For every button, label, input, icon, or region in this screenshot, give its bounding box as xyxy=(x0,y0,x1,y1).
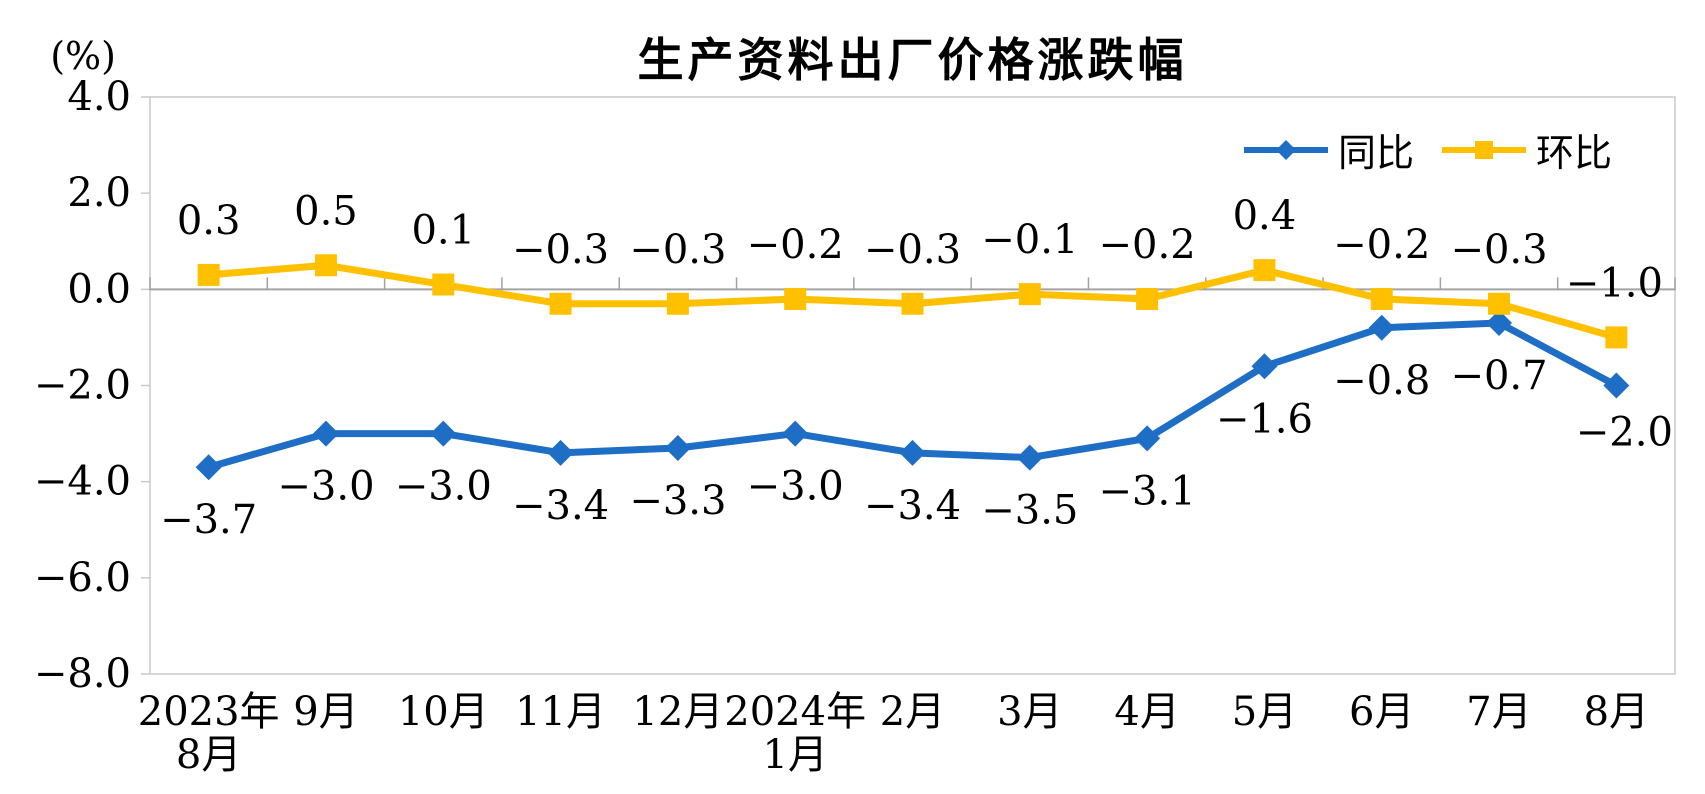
huanbi-marker xyxy=(1605,326,1628,349)
y-axis-tick-label: 0.0 xyxy=(67,266,131,312)
tongbi-marker xyxy=(1368,314,1395,341)
huanbi-data-label: 0.4 xyxy=(1233,193,1297,239)
y-axis-tick-label: −6.0 xyxy=(34,555,131,601)
huanbi-marker xyxy=(549,292,572,315)
plot-border xyxy=(149,96,1676,675)
x-axis-label: 3月 xyxy=(997,689,1062,735)
tongbi-marker xyxy=(195,454,222,481)
huanbi-marker xyxy=(666,292,689,315)
huanbi-marker xyxy=(901,292,924,315)
tongbi-marker xyxy=(547,439,574,466)
x-axis-label: 2024年 1月 xyxy=(724,689,866,778)
chart-title: 生产资料出厂价格涨跌幅 xyxy=(637,33,1188,87)
huanbi-marker xyxy=(1370,287,1393,310)
x-axis-label: 9月 xyxy=(293,689,358,735)
tongbi-data-label: −3.3 xyxy=(629,478,726,524)
tongbi-marker xyxy=(782,420,809,447)
x-axis-label: 8月 xyxy=(1584,689,1649,735)
tongbi-data-label: −3.5 xyxy=(981,488,1078,534)
x-axis-label: 6月 xyxy=(1349,689,1414,735)
huanbi-data-label: 0.1 xyxy=(411,208,475,254)
huanbi-data-label: −0.1 xyxy=(981,217,1078,263)
legend: 同比 环比 xyxy=(1242,122,1612,177)
y-axis-tick-label: −8.0 xyxy=(34,651,131,697)
tongbi-data-label: −3.7 xyxy=(160,497,257,543)
huanbi-marker xyxy=(784,287,807,310)
tongbi-marker xyxy=(312,420,339,447)
x-axis-label: 7月 xyxy=(1466,689,1531,735)
huanbi-data-label: −0.2 xyxy=(1333,222,1430,268)
legend-label-huanbi: 环比 xyxy=(1536,131,1613,175)
tongbi-data-label: −3.0 xyxy=(277,464,374,510)
tongbi-data-label: −0.8 xyxy=(1333,358,1430,404)
tongbi-marker xyxy=(1603,372,1630,399)
y-axis-tick-label: 4.0 xyxy=(67,74,131,120)
huanbi-marker xyxy=(432,273,455,296)
huanbi-data-label: −0.2 xyxy=(1099,222,1196,268)
legend-item-tongbi: 同比 xyxy=(1242,122,1414,177)
tongbi-marker xyxy=(1016,444,1043,471)
tongbi-marker xyxy=(899,439,926,466)
y-axis-tick-label: −4.0 xyxy=(34,459,131,505)
x-axis-label: 2月 xyxy=(880,689,945,735)
tongbi-data-label: −3.0 xyxy=(395,464,492,510)
huanbi-data-label: −0.3 xyxy=(1450,227,1547,273)
y-axis-unit-label: (%) xyxy=(50,34,116,78)
huanbi-data-label: 0.3 xyxy=(177,198,241,244)
y-axis-tick-label: 2.0 xyxy=(67,170,131,216)
x-axis-label: 5月 xyxy=(1232,689,1297,735)
huanbi-data-label: −0.3 xyxy=(864,227,961,273)
huanbi-data-label: −0.3 xyxy=(512,227,609,273)
tongbi-data-label: −0.7 xyxy=(1450,353,1547,399)
huanbi-line-marker-icon xyxy=(1442,140,1527,159)
huanbi-data-label: −1.0 xyxy=(1566,260,1663,306)
tongbi-marker xyxy=(1134,425,1161,452)
tongbi-line-marker-icon xyxy=(1244,139,1328,160)
huanbi-marker xyxy=(1253,259,1276,282)
huanbi-data-label: 0.5 xyxy=(294,188,358,234)
tongbi-marker xyxy=(1486,309,1513,336)
huanbi-marker xyxy=(314,254,337,277)
legend-item-huanbi: 环比 xyxy=(1440,122,1612,177)
huanbi-marker xyxy=(1018,283,1041,306)
tongbi-data-label: −3.0 xyxy=(747,464,844,510)
x-axis-label: 2023年 8月 xyxy=(138,689,280,778)
x-axis-label: 11月 xyxy=(515,689,606,735)
tongbi-marker xyxy=(1251,353,1278,380)
legend-label-tongbi: 同比 xyxy=(1338,131,1415,175)
huanbi-marker xyxy=(1136,287,1159,310)
tongbi-data-label: −3.4 xyxy=(864,483,961,529)
tongbi-data-label: −1.6 xyxy=(1216,396,1313,442)
x-axis-label: 10月 xyxy=(398,689,489,735)
huanbi-marker xyxy=(197,263,220,286)
x-axis-label: 4月 xyxy=(1114,689,1179,735)
x-axis-label: 12月 xyxy=(632,689,723,735)
huanbi-marker xyxy=(1488,292,1511,315)
tongbi-data-label: −2.0 xyxy=(1576,410,1673,456)
tongbi-data-label: −3.4 xyxy=(512,483,609,529)
huanbi-data-label: −0.3 xyxy=(629,227,726,273)
y-axis-tick-label: −2.0 xyxy=(34,363,131,409)
tongbi-data-label: −3.1 xyxy=(1099,468,1196,514)
huanbi-data-label: −0.2 xyxy=(747,222,844,268)
tongbi-marker xyxy=(664,435,691,462)
tongbi-marker xyxy=(430,420,457,447)
